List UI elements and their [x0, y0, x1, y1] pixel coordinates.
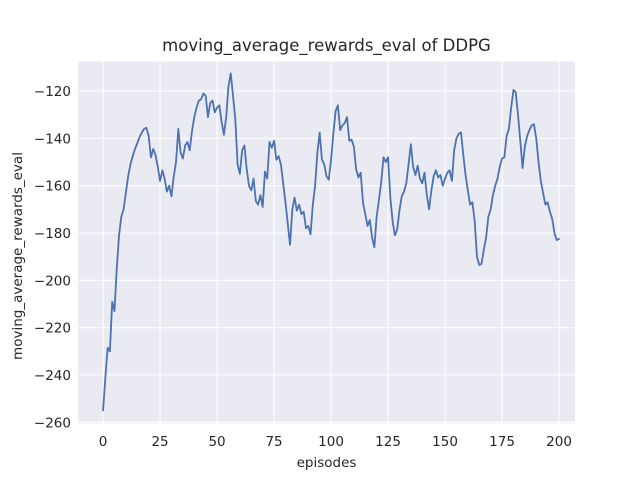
y-tick-label: −240 [34, 368, 71, 384]
y-tick-label: −260 [34, 415, 71, 431]
y-tick-label: −120 [34, 84, 71, 100]
x-tick-label: 75 [265, 434, 282, 450]
x-tick-label: 150 [432, 434, 458, 450]
plot-area: 0 25 50 75 100 125 150 175 200 −260 −240 −220 −200 −1… [34, 61, 575, 450]
y-tick-label: −200 [34, 273, 71, 289]
x-tick-label: 200 [546, 434, 572, 450]
y-tick-label: −160 [34, 179, 71, 195]
x-tick-label: 100 [318, 434, 344, 450]
y-tick-label: −140 [34, 131, 71, 147]
x-tick-label: 50 [208, 434, 225, 450]
x-axis-label: episodes [297, 455, 357, 471]
y-tick-label: −180 [34, 226, 71, 242]
x-tick-label: 125 [375, 434, 401, 450]
series-line [102, 72, 560, 412]
x-tick-label: 25 [151, 434, 168, 450]
y-tick-label: −220 [34, 321, 71, 337]
chart-title: moving_average_rewards_eval of DDPG [162, 36, 491, 56]
x-tick-label: 0 [99, 434, 108, 450]
x-tick-label: 175 [489, 434, 515, 450]
plot-background [78, 61, 575, 424]
y-axis-label: moving_average_rewards_eval [10, 152, 26, 360]
